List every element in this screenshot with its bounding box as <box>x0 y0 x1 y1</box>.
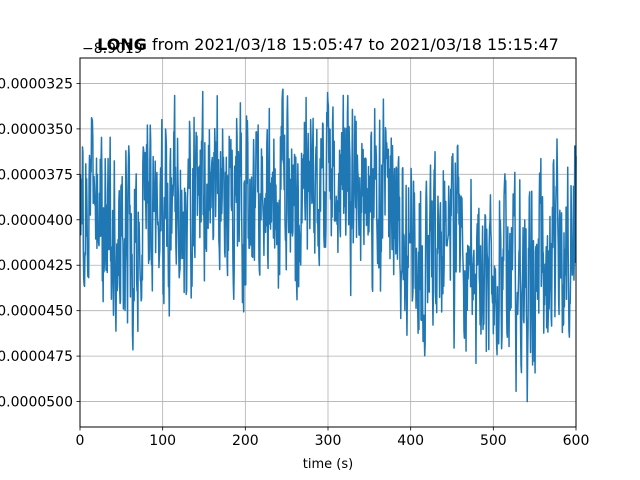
x-tick-label: 600 <box>563 433 590 449</box>
y-offset-label: −8.9019 <box>82 41 143 57</box>
chart-title-range: from 2021/03/18 15:05:47 to 2021/03/18 1… <box>147 35 559 54</box>
x-tick-label: 300 <box>315 433 342 449</box>
chart-title-variable: LONG <box>97 35 147 54</box>
y-tick-label: −0.0000350 <box>0 122 73 138</box>
x-tick-label: 500 <box>480 433 507 449</box>
series-line <box>79 88 577 403</box>
y-tick-label: −0.0000425 <box>0 258 73 274</box>
x-axis: 0 100 200 300 400 500 600 <box>76 427 590 449</box>
y-tick-label: −0.0000475 <box>0 349 73 365</box>
y-tick-label: −0.0000450 <box>0 304 73 320</box>
y-tick-label: −0.0000375 <box>0 167 73 183</box>
x-tick-label: 0 <box>76 433 85 449</box>
x-axis-label: time (s) <box>303 457 353 472</box>
plot-area <box>79 88 577 403</box>
y-axis: −0.0000325 −0.0000350 −0.0000375 −0.0000400… <box>0 76 80 411</box>
y-tick-label: −0.0000500 <box>0 395 73 411</box>
x-tick-label: 200 <box>232 433 259 449</box>
x-tick-label: 100 <box>149 433 176 449</box>
y-tick-label: −0.0000400 <box>0 213 73 229</box>
chart-title: LONG from 2021/03/18 15:05:47 to 2021/03… <box>97 35 559 54</box>
grid <box>79 58 577 427</box>
y-tick-label: −0.0000325 <box>0 76 73 92</box>
x-tick-label: 400 <box>397 433 424 449</box>
